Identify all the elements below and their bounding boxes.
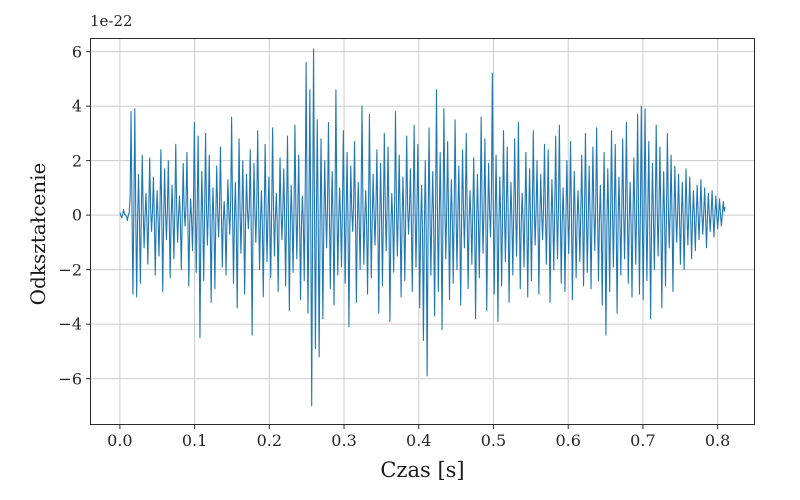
x-tick-label: 0.3 <box>331 431 357 450</box>
x-tick-label: 0.6 <box>555 431 581 450</box>
y-tick-label: −6 <box>58 369 82 389</box>
plot-area <box>86 38 755 429</box>
x-tick-label: 0.4 <box>406 431 432 450</box>
waveform-line <box>119 48 726 407</box>
y-tick-label: 6 <box>71 42 82 62</box>
waveform-plot <box>86 38 755 429</box>
y-tick-label: 4 <box>71 96 82 116</box>
x-tick-label: 0.8 <box>704 431 731 450</box>
y-tick-label: −4 <box>58 314 82 334</box>
x-tick-label: 0.0 <box>107 431 133 450</box>
x-tick-label: 0.7 <box>630 431 656 450</box>
y-tick-label: −2 <box>58 260 82 280</box>
y-tick-label: 0 <box>71 205 82 225</box>
x-tick-label: 0.2 <box>256 431 283 450</box>
x-tick-label: 0.5 <box>480 431 507 450</box>
x-axis-label: Czas [s] <box>380 458 465 482</box>
y-tick-label: 2 <box>71 151 82 171</box>
axes-spines <box>90 38 755 425</box>
y-axis-offset-text: 1e-22 <box>90 12 133 30</box>
x-tick-label: 0.1 <box>181 431 208 450</box>
